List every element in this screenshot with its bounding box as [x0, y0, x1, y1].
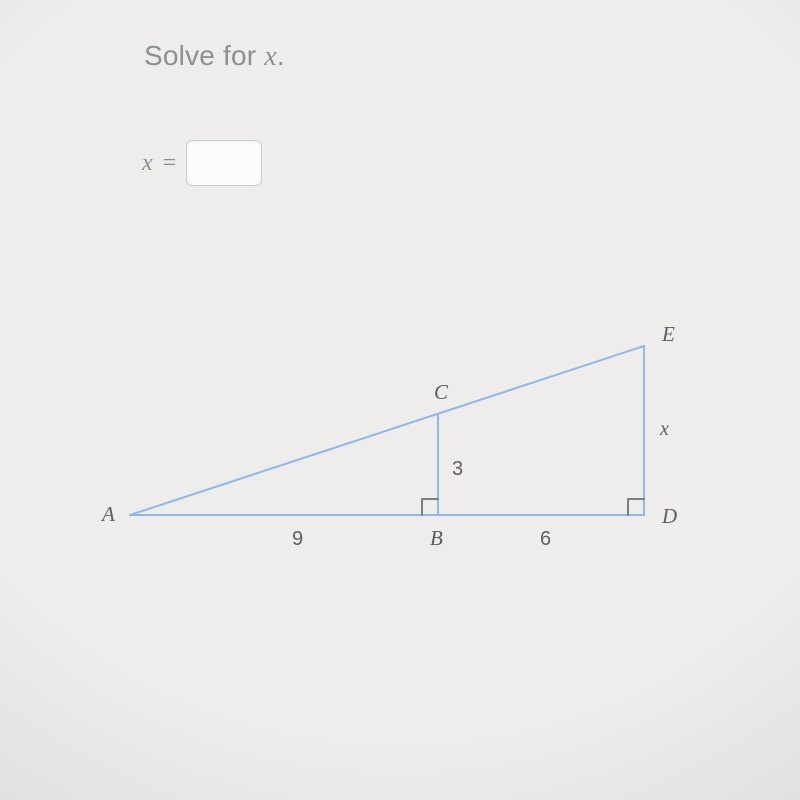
triangle-figure: A B C D E 9 6 3 x — [100, 280, 720, 580]
variable-label-x: x — [660, 418, 669, 441]
segment-label-ab: 9 — [292, 528, 303, 551]
answer-input[interactable] — [186, 140, 262, 186]
answer-row: x = — [142, 140, 262, 186]
answer-equals: = — [163, 150, 177, 177]
triangle-svg — [100, 280, 720, 580]
prompt-variable: x — [264, 41, 277, 72]
prompt-prefix: Solve for — [144, 40, 264, 71]
vertex-label-b: B — [430, 526, 443, 551]
segment-label-bc: 3 — [452, 458, 463, 481]
vertex-label-d: D — [662, 504, 677, 529]
segment-label-bd: 6 — [540, 528, 551, 551]
vertex-label-e: E — [662, 322, 675, 347]
answer-variable: x — [142, 150, 153, 177]
prompt-suffix: . — [277, 40, 285, 71]
vertex-label-c: C — [434, 380, 448, 405]
vertex-label-a: A — [102, 502, 115, 527]
question-prompt: Solve for x. — [144, 40, 285, 73]
